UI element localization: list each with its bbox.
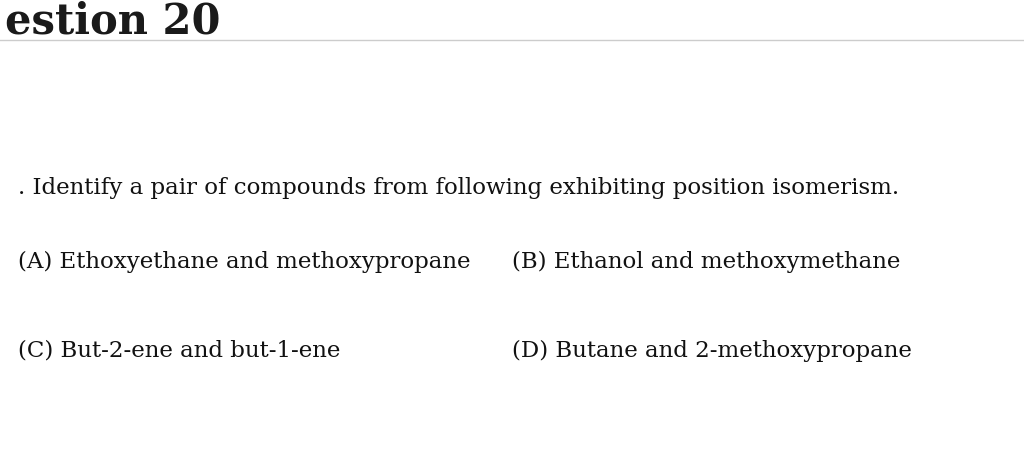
Text: (D) Butane and 2-methoxypropane: (D) Butane and 2-methoxypropane	[512, 339, 912, 362]
Text: (A) Ethoxyethane and methoxypropane: (A) Ethoxyethane and methoxypropane	[18, 251, 471, 273]
Text: (B) Ethanol and methoxymethane: (B) Ethanol and methoxymethane	[512, 251, 900, 273]
Text: (C) But-2-ene and but-1-ene: (C) But-2-ene and but-1-ene	[18, 339, 341, 361]
Text: estion 20: estion 20	[5, 0, 220, 42]
Text: . Identify a pair of compounds from following exhibiting position isomerism.: . Identify a pair of compounds from foll…	[18, 177, 899, 199]
